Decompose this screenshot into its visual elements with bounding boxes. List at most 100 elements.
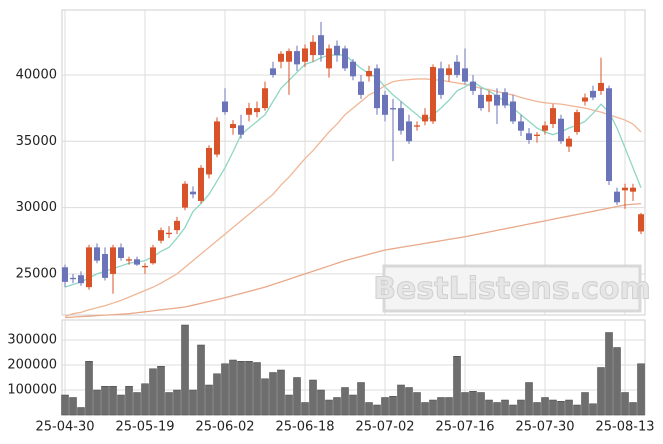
candle-body [326, 48, 332, 69]
volume-bar [269, 372, 277, 416]
x-tick-label: 25-05-19 [115, 420, 174, 435]
volume-bar [413, 392, 421, 416]
volume-bar [221, 363, 229, 416]
candle-body [118, 247, 124, 258]
volume-bar [381, 397, 389, 416]
moving-average [64, 202, 642, 319]
candle-body [350, 61, 356, 77]
candle-body [398, 108, 404, 131]
volume-bar [461, 392, 469, 416]
candle-body [62, 267, 68, 282]
volume-bar [173, 389, 181, 416]
candle-body [166, 232, 172, 235]
candle-body [558, 118, 564, 142]
volume-bar [125, 386, 133, 416]
volume-bar [357, 382, 365, 416]
x-tick-label: 25-07-16 [435, 420, 494, 435]
volume-bar [149, 368, 157, 416]
candle-body [454, 61, 460, 75]
volume-bar [61, 394, 69, 416]
candle-body [190, 191, 196, 195]
volume-bar [493, 402, 501, 416]
watermark-box [382, 264, 642, 313]
volume-bar [133, 392, 141, 416]
candle-body [318, 35, 324, 56]
volume-bar [93, 389, 101, 416]
volume-bar [621, 392, 629, 416]
y-tick-label: 100000 [7, 383, 57, 398]
candle-body [262, 88, 268, 109]
candle-body [302, 48, 308, 62]
volume-bar [565, 399, 573, 416]
volume-bar [613, 347, 621, 416]
candle-body [86, 247, 92, 288]
volume-bar [533, 402, 541, 416]
candle-body [342, 48, 348, 69]
volume-bar [205, 384, 213, 416]
x-tick-label: 25-08-13 [595, 420, 654, 435]
candle-body [414, 125, 420, 127]
candle-body [246, 108, 252, 115]
volume-bar [309, 379, 317, 416]
candle-body [574, 112, 580, 132]
candle-body [214, 121, 220, 155]
mark-layer: 25-04-30 25-05-19 25-06-02 25-06-18 25-07-02… [35, 21, 655, 435]
candle-body [182, 183, 188, 208]
candle-body [422, 114, 428, 122]
volume-bar [525, 382, 533, 416]
y-tick-label: 300000 [7, 333, 57, 348]
candle-body [598, 82, 604, 91]
candle-body [606, 88, 612, 182]
volume-bar [517, 399, 525, 416]
volume-bar [637, 363, 645, 416]
volume-bar [405, 387, 413, 416]
volume-bar [629, 402, 637, 416]
candle-body [334, 45, 340, 56]
candle-body [638, 214, 644, 232]
candle-body [390, 108, 396, 110]
x-tick-label: 25-06-02 [195, 420, 254, 435]
volume-bar [421, 402, 429, 416]
volume-bar [69, 397, 77, 416]
candle-body [478, 94, 484, 109]
candle-body [294, 51, 300, 65]
candle-body [198, 167, 204, 201]
candle-body [254, 108, 260, 113]
candle-body [286, 51, 292, 62]
y-tick-label: 35000 [16, 134, 57, 149]
volume-bar [237, 361, 245, 416]
volume-bar [437, 397, 445, 416]
candle-body [622, 187, 628, 191]
candle-body [438, 68, 444, 95]
volume-bar [477, 392, 485, 416]
volume-bar [101, 386, 109, 416]
volume-bar [373, 404, 381, 416]
candle-body [78, 275, 84, 284]
volume-bar [141, 383, 149, 416]
candle-body [238, 125, 244, 135]
candle-body [158, 230, 164, 241]
candle-body [174, 220, 180, 231]
volume-bar [285, 394, 293, 416]
candle-body [310, 41, 316, 56]
volume-bar [365, 402, 373, 416]
candle-body [142, 265, 148, 268]
volume-bar [189, 389, 197, 416]
volume-bar [581, 392, 589, 416]
candle-body [406, 121, 412, 142]
candle-body [510, 101, 516, 122]
candle-body [270, 68, 276, 75]
volume-bar [245, 361, 253, 416]
candle-body [446, 68, 452, 75]
volume-bar [509, 404, 517, 416]
candle-body [366, 71, 372, 77]
volume-bar [541, 397, 549, 416]
volume-bar [589, 403, 597, 416]
volume-bar [77, 407, 85, 416]
candle-body [614, 191, 620, 203]
grid-layer: 25000 30000 35000 40000 100000 200000 300000 [7, 10, 645, 415]
volume-bar [397, 384, 405, 416]
candle-body [550, 108, 556, 125]
candle-body [382, 94, 388, 115]
